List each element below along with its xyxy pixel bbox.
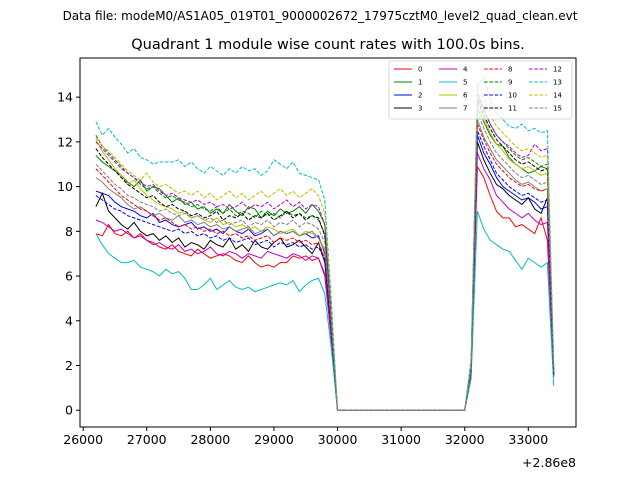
- plot-frame: [79, 57, 577, 428]
- legend-label-12: 12: [553, 66, 562, 74]
- legend-label-7: 7: [463, 105, 467, 113]
- y-tick-label: 6: [65, 269, 73, 284]
- chart-title: Quadrant 1 module wise count rates with …: [131, 37, 525, 53]
- x-tick-label: 31000: [381, 432, 421, 447]
- x-tick-label: 28000: [190, 432, 230, 447]
- legend-label-2: 2: [418, 92, 422, 100]
- series-line-5: [95, 211, 555, 411]
- series-line-13: [95, 75, 555, 411]
- legend-label-15: 15: [553, 105, 562, 113]
- legend-label-13: 13: [553, 79, 562, 87]
- legend-label-9: 9: [508, 79, 512, 87]
- x-axis: 26000 27000 28000 29000 30000 31000 32000 33000: [63, 427, 548, 447]
- x-tick-label: 26000: [63, 432, 103, 447]
- series-line-11: [95, 99, 555, 411]
- chart-suptitle: Data file: modeM0/AS1A05_019T01_90000026…: [63, 9, 578, 23]
- x-tick-label: 27000: [127, 432, 167, 447]
- y-axis: 0 2 4 6 8 10 12 14: [57, 90, 80, 418]
- y-tick-label: 10: [57, 179, 73, 194]
- legend-box: [388, 60, 573, 120]
- legend-label-3: 3: [418, 105, 422, 113]
- x-tick-label: 33000: [508, 432, 548, 447]
- y-tick-label: 0: [65, 403, 73, 418]
- x-offset-label: +2.86e8: [522, 455, 576, 470]
- legend-label-1: 1: [418, 79, 422, 87]
- series-line-4: [95, 152, 555, 411]
- legend-label-6: 6: [463, 92, 468, 100]
- legend-label-0: 0: [418, 66, 422, 74]
- x-tick-label: 29000: [254, 432, 294, 447]
- x-tick-label: 30000: [318, 432, 358, 447]
- y-tick-label: 12: [57, 134, 73, 149]
- plot-area: 26000 27000 28000 29000 30000 31000 32000 33000…: [57, 57, 577, 470]
- x-tick-label: 32000: [445, 432, 485, 447]
- legend-label-10: 10: [508, 92, 517, 100]
- y-tick-label: 14: [57, 90, 73, 105]
- legend-label-5: 5: [463, 79, 467, 87]
- y-tick-label: 4: [65, 313, 73, 328]
- series-line-10: [95, 130, 555, 411]
- y-tick-label: 8: [65, 224, 73, 239]
- legend-label-8: 8: [508, 66, 512, 74]
- legend-label-4: 4: [463, 66, 468, 74]
- legend-label-11: 11: [508, 105, 517, 113]
- y-tick-label: 2: [65, 358, 73, 373]
- legend-label-14: 14: [553, 92, 562, 100]
- series-line-14: [95, 83, 555, 411]
